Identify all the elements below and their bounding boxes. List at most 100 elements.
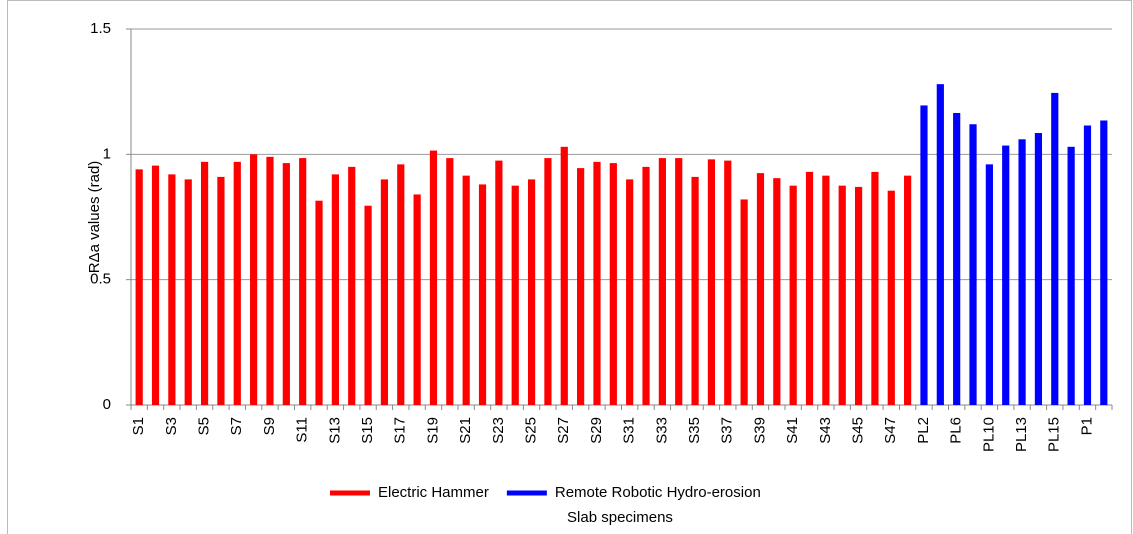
x-tick-label: PL15 — [1046, 417, 1063, 452]
bar — [331, 174, 339, 405]
y-tick-label: 0.5 — [90, 271, 111, 288]
x-tick-label: S29 — [588, 417, 605, 444]
x-tick-label: PL2 — [915, 417, 932, 444]
bar — [429, 150, 438, 405]
bar — [1100, 120, 1108, 405]
bar — [135, 169, 143, 405]
bar — [266, 156, 274, 405]
x-tick-label: S19 — [424, 417, 441, 444]
bar — [560, 146, 568, 405]
x-tick-label: S23 — [490, 417, 507, 444]
bar — [397, 164, 405, 405]
bar — [756, 173, 765, 405]
legend-label: Remote Robotic Hydro-erosion — [555, 484, 761, 501]
bar — [936, 84, 944, 405]
bar — [887, 190, 895, 405]
bar — [151, 165, 160, 405]
x-axis-label: Slab specimens — [567, 509, 673, 526]
bar — [985, 164, 993, 405]
bar — [282, 163, 290, 405]
bar — [593, 161, 601, 405]
x-tick-label: PL13 — [1013, 417, 1030, 452]
x-tick-label: S35 — [686, 417, 703, 444]
x-tick-label: S41 — [784, 417, 801, 444]
bar — [838, 185, 846, 405]
x-tick-label: S15 — [359, 417, 376, 444]
bar — [478, 184, 487, 405]
bar — [462, 175, 470, 405]
bar — [904, 175, 912, 405]
bar — [413, 194, 421, 405]
bar — [773, 178, 781, 405]
bar — [658, 158, 666, 405]
bar — [184, 179, 192, 405]
bar — [299, 158, 307, 405]
bar — [380, 179, 389, 405]
bar — [348, 166, 356, 405]
x-tick-label: S45 — [850, 417, 867, 444]
bar — [315, 200, 323, 405]
x-tick-label: S21 — [457, 417, 474, 444]
x-tick-label: S37 — [719, 417, 736, 444]
x-tick-label: S11 — [294, 417, 311, 443]
x-tick-label: S47 — [882, 417, 899, 444]
bar — [200, 161, 209, 405]
x-tick-label: S39 — [751, 417, 768, 444]
x-tick-label: S3 — [163, 417, 180, 435]
x-tick-label: S25 — [523, 417, 540, 444]
bar — [233, 161, 241, 405]
y-tick-label: 0 — [103, 396, 111, 413]
bar — [871, 171, 879, 405]
y-tick-label: 1 — [103, 145, 111, 162]
legend-label: Electric Hammer — [378, 484, 489, 501]
bar — [854, 186, 863, 405]
bar — [1067, 146, 1075, 405]
bar — [217, 176, 225, 405]
bar — [1051, 92, 1059, 406]
x-tick-label: S5 — [196, 417, 213, 435]
x-tick-label: S7 — [228, 417, 245, 435]
bar — [544, 158, 552, 405]
bar — [1002, 145, 1010, 405]
x-tick-label: PL10 — [980, 417, 997, 452]
bar — [495, 160, 503, 405]
x-tick-label: S27 — [555, 417, 572, 444]
x-tick-label: S9 — [261, 417, 278, 435]
bar — [675, 158, 683, 405]
x-tick-label: P1 — [1078, 417, 1095, 435]
x-tick-label: PL6 — [948, 417, 965, 444]
bar — [920, 105, 928, 405]
bar — [511, 185, 519, 405]
x-tick-label: S13 — [326, 417, 343, 444]
bar — [969, 124, 977, 406]
y-tick-label: 1.5 — [90, 20, 111, 37]
bar — [577, 168, 585, 405]
bar — [626, 179, 634, 405]
bar — [642, 166, 650, 405]
bar — [364, 205, 372, 405]
bar — [740, 199, 748, 405]
bar — [527, 179, 536, 405]
bar — [691, 176, 699, 405]
bar — [953, 112, 961, 406]
x-tick-label: S1 — [130, 417, 147, 435]
bar — [446, 158, 454, 405]
bar — [1018, 139, 1026, 405]
bar — [822, 175, 830, 405]
bar — [1034, 133, 1043, 405]
bar — [724, 160, 732, 405]
x-tick-label: S31 — [621, 417, 638, 444]
y-axis-label: RΔa values (rad) — [86, 161, 103, 274]
x-tick-label: S17 — [392, 417, 409, 444]
bar — [707, 159, 716, 405]
bar — [1083, 125, 1092, 406]
bar — [789, 185, 797, 405]
x-tick-label: S33 — [653, 417, 670, 444]
bar — [250, 154, 258, 405]
bar — [805, 171, 814, 405]
bar — [609, 163, 617, 405]
chart-frame — [7, 0, 1132, 534]
bar — [168, 174, 176, 405]
x-tick-label: S43 — [817, 417, 834, 444]
